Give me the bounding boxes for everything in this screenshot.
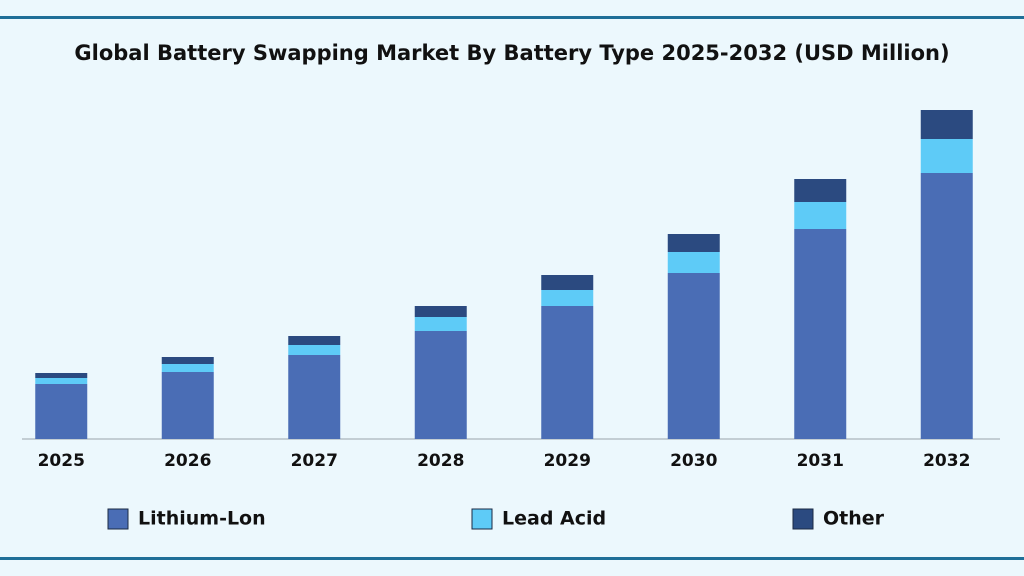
bar-segment (667, 252, 720, 273)
bar-segment (288, 345, 341, 355)
bar-segment (414, 306, 467, 317)
bar-segment (161, 372, 214, 439)
legend-swatch (107, 508, 129, 530)
chart-title: Global Battery Swapping Market By Batter… (74, 41, 949, 65)
legend-label: Lead Acid (502, 508, 606, 530)
bar-segment (920, 110, 973, 139)
bar-segment (541, 290, 594, 306)
bar-segment (35, 378, 88, 384)
bar-segment (794, 229, 847, 439)
bar-segment (920, 139, 973, 173)
legend-swatch (792, 508, 814, 530)
legend-swatch (471, 508, 493, 530)
bar-segment (161, 364, 214, 372)
bar-segment (920, 173, 973, 439)
top-rule (0, 16, 1024, 19)
x-tick-label: 2031 (797, 451, 844, 471)
bar-segment (794, 202, 847, 229)
bar-segment (794, 179, 847, 202)
x-tick-label: 2028 (417, 451, 464, 471)
bar-segment (35, 373, 88, 378)
x-tick-label: 2029 (544, 451, 591, 471)
x-tick-label: 2025 (38, 451, 85, 471)
bar-segment (161, 357, 214, 364)
bar-segment (541, 275, 594, 290)
x-tick-label: 2026 (164, 451, 211, 471)
bar-segment (288, 336, 341, 345)
bar-segment (414, 317, 467, 331)
bottom-rule (0, 557, 1024, 560)
legend-label: Other (823, 508, 885, 530)
legend-label: Lithium-Lon (138, 508, 266, 530)
x-tick-label: 2032 (923, 451, 970, 471)
x-tick-label: 2030 (670, 451, 717, 471)
x-tick-label: 2027 (291, 451, 338, 471)
bar-segment (667, 273, 720, 439)
bar-segment (35, 384, 88, 439)
bar-segment (414, 331, 467, 439)
bar-segment (667, 234, 720, 252)
bar-segment (288, 355, 341, 439)
bar-segment (541, 306, 594, 439)
